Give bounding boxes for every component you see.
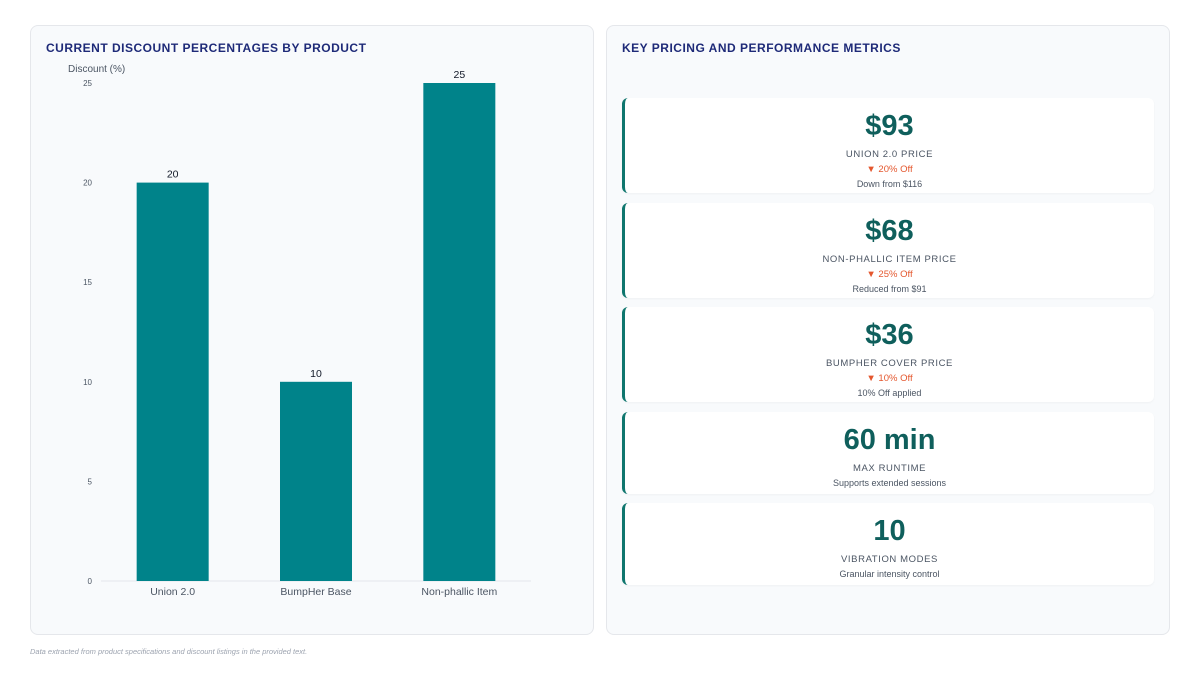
metric-label: VIBRATION MODES (841, 554, 938, 565)
metric-change: ▼ 25% Off (866, 269, 913, 280)
source-footnote: Data extracted from product specificatio… (30, 647, 308, 656)
bar-value-label: 10 (310, 368, 322, 380)
y-tick-label: 20 (83, 179, 92, 188)
metric-value: $93 (865, 110, 914, 142)
metric-card-bumpher-price: $36 BUMPHER COVER PRICE ▼ 10% Off 10% Of… (622, 307, 1154, 402)
metric-note: Granular intensity control (839, 569, 940, 579)
metric-card-union-price: $93 UNION 2.0 PRICE ▼ 20% Off Down from … (622, 98, 1154, 193)
metrics-panel-title: KEY PRICING AND PERFORMANCE METRICS (622, 41, 901, 55)
metric-label: BUMPHER COVER PRICE (825, 358, 953, 369)
metric-value: 60 min (843, 424, 936, 456)
y-tick-label: 10 (83, 378, 92, 387)
discount-chart-panel: CURRENT DISCOUNT PERCENTAGES BY PRODUCT … (30, 25, 594, 635)
bar-value-label: 20 (167, 169, 179, 181)
metric-card-vibration-modes: 10 VIBRATION MODES Granular intensity co… (622, 503, 1154, 585)
metric-change: ▼ 10% Off (866, 373, 913, 384)
chart-panel-title: CURRENT DISCOUNT PERCENTAGES BY PRODUCT (46, 41, 367, 55)
metrics-panel: KEY PRICING AND PERFORMANCE METRICS $93 … (606, 25, 1170, 635)
metric-card-max-runtime: 60 min MAX RUNTIME Supports extended ses… (622, 412, 1154, 494)
metric-label: NON-PHALLIC ITEM PRICE (822, 254, 957, 265)
bar-value-label: 25 (453, 69, 465, 81)
metric-label: MAX RUNTIME (852, 463, 927, 474)
y-tick-label: 0 (88, 577, 93, 586)
metric-value: 10 (873, 515, 906, 547)
bar (280, 381, 352, 581)
metric-note: Down from $116 (856, 179, 923, 189)
metric-label: UNION 2.0 PRICE (845, 149, 934, 160)
x-tick-label: Union 2.0 (150, 586, 195, 598)
metric-card-non-phallic-price: $68 NON-PHALLIC ITEM PRICE ▼ 25% Off Red… (622, 203, 1154, 298)
metric-note: Supports extended sessions (832, 478, 947, 488)
bar (423, 83, 496, 581)
x-tick-label: Non-phallic Item (421, 586, 497, 598)
x-tick-label: BumpHer Base (280, 586, 351, 598)
y-axis-title: Discount (%) (68, 64, 125, 75)
metric-change: ▼ 20% Off (866, 164, 913, 175)
metric-note: 10% Off applied (857, 388, 922, 398)
discount-bar-chart: Discount (%) 0 5 10 15 20 25 20 Union 2.0 10 BumpH… (68, 64, 531, 598)
metric-value: $36 (865, 319, 914, 351)
metric-note: Reduced from $91 (852, 284, 927, 294)
metric-value: $68 (865, 215, 914, 247)
y-tick-label: 15 (83, 278, 92, 287)
y-tick-label: 5 (88, 477, 93, 486)
bar (136, 182, 209, 581)
y-tick-label: 25 (83, 79, 92, 88)
